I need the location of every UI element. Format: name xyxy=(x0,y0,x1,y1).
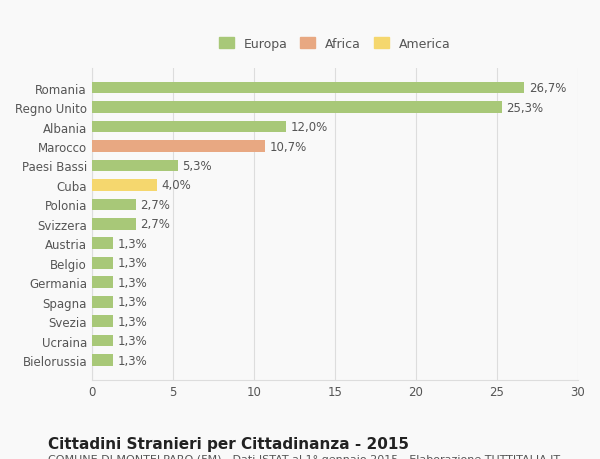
Bar xyxy=(92,296,113,308)
Bar xyxy=(92,180,157,191)
Text: 2,7%: 2,7% xyxy=(140,198,170,212)
Text: 1,3%: 1,3% xyxy=(118,335,148,347)
Text: 1,3%: 1,3% xyxy=(118,257,148,270)
Text: 2,7%: 2,7% xyxy=(140,218,170,231)
Text: 1,3%: 1,3% xyxy=(118,276,148,289)
Text: 1,3%: 1,3% xyxy=(118,315,148,328)
Text: 1,3%: 1,3% xyxy=(118,237,148,250)
Text: 4,0%: 4,0% xyxy=(161,179,191,192)
Bar xyxy=(92,218,136,230)
Text: 12,0%: 12,0% xyxy=(291,121,328,134)
Bar xyxy=(92,277,113,288)
Text: 25,3%: 25,3% xyxy=(506,101,544,114)
Bar xyxy=(92,141,265,152)
Text: 10,7%: 10,7% xyxy=(270,140,307,153)
Text: 5,3%: 5,3% xyxy=(182,160,212,173)
Bar xyxy=(92,102,502,114)
Bar xyxy=(92,122,286,133)
Bar xyxy=(92,199,136,211)
Bar xyxy=(92,335,113,347)
Text: 26,7%: 26,7% xyxy=(529,82,566,95)
Bar xyxy=(92,316,113,327)
Text: 1,3%: 1,3% xyxy=(118,296,148,308)
Text: 1,3%: 1,3% xyxy=(118,354,148,367)
Text: COMUNE DI MONTELPARO (FM) - Dati ISTAT al 1° gennaio 2015 - Elaborazione TUTTITA: COMUNE DI MONTELPARO (FM) - Dati ISTAT a… xyxy=(48,454,560,459)
Bar xyxy=(92,160,178,172)
Bar xyxy=(92,238,113,250)
Bar xyxy=(92,83,524,94)
Bar xyxy=(92,257,113,269)
Legend: Europa, Africa, America: Europa, Africa, America xyxy=(215,34,454,55)
Text: Cittadini Stranieri per Cittadinanza - 2015: Cittadini Stranieri per Cittadinanza - 2… xyxy=(48,436,409,451)
Bar xyxy=(92,354,113,366)
